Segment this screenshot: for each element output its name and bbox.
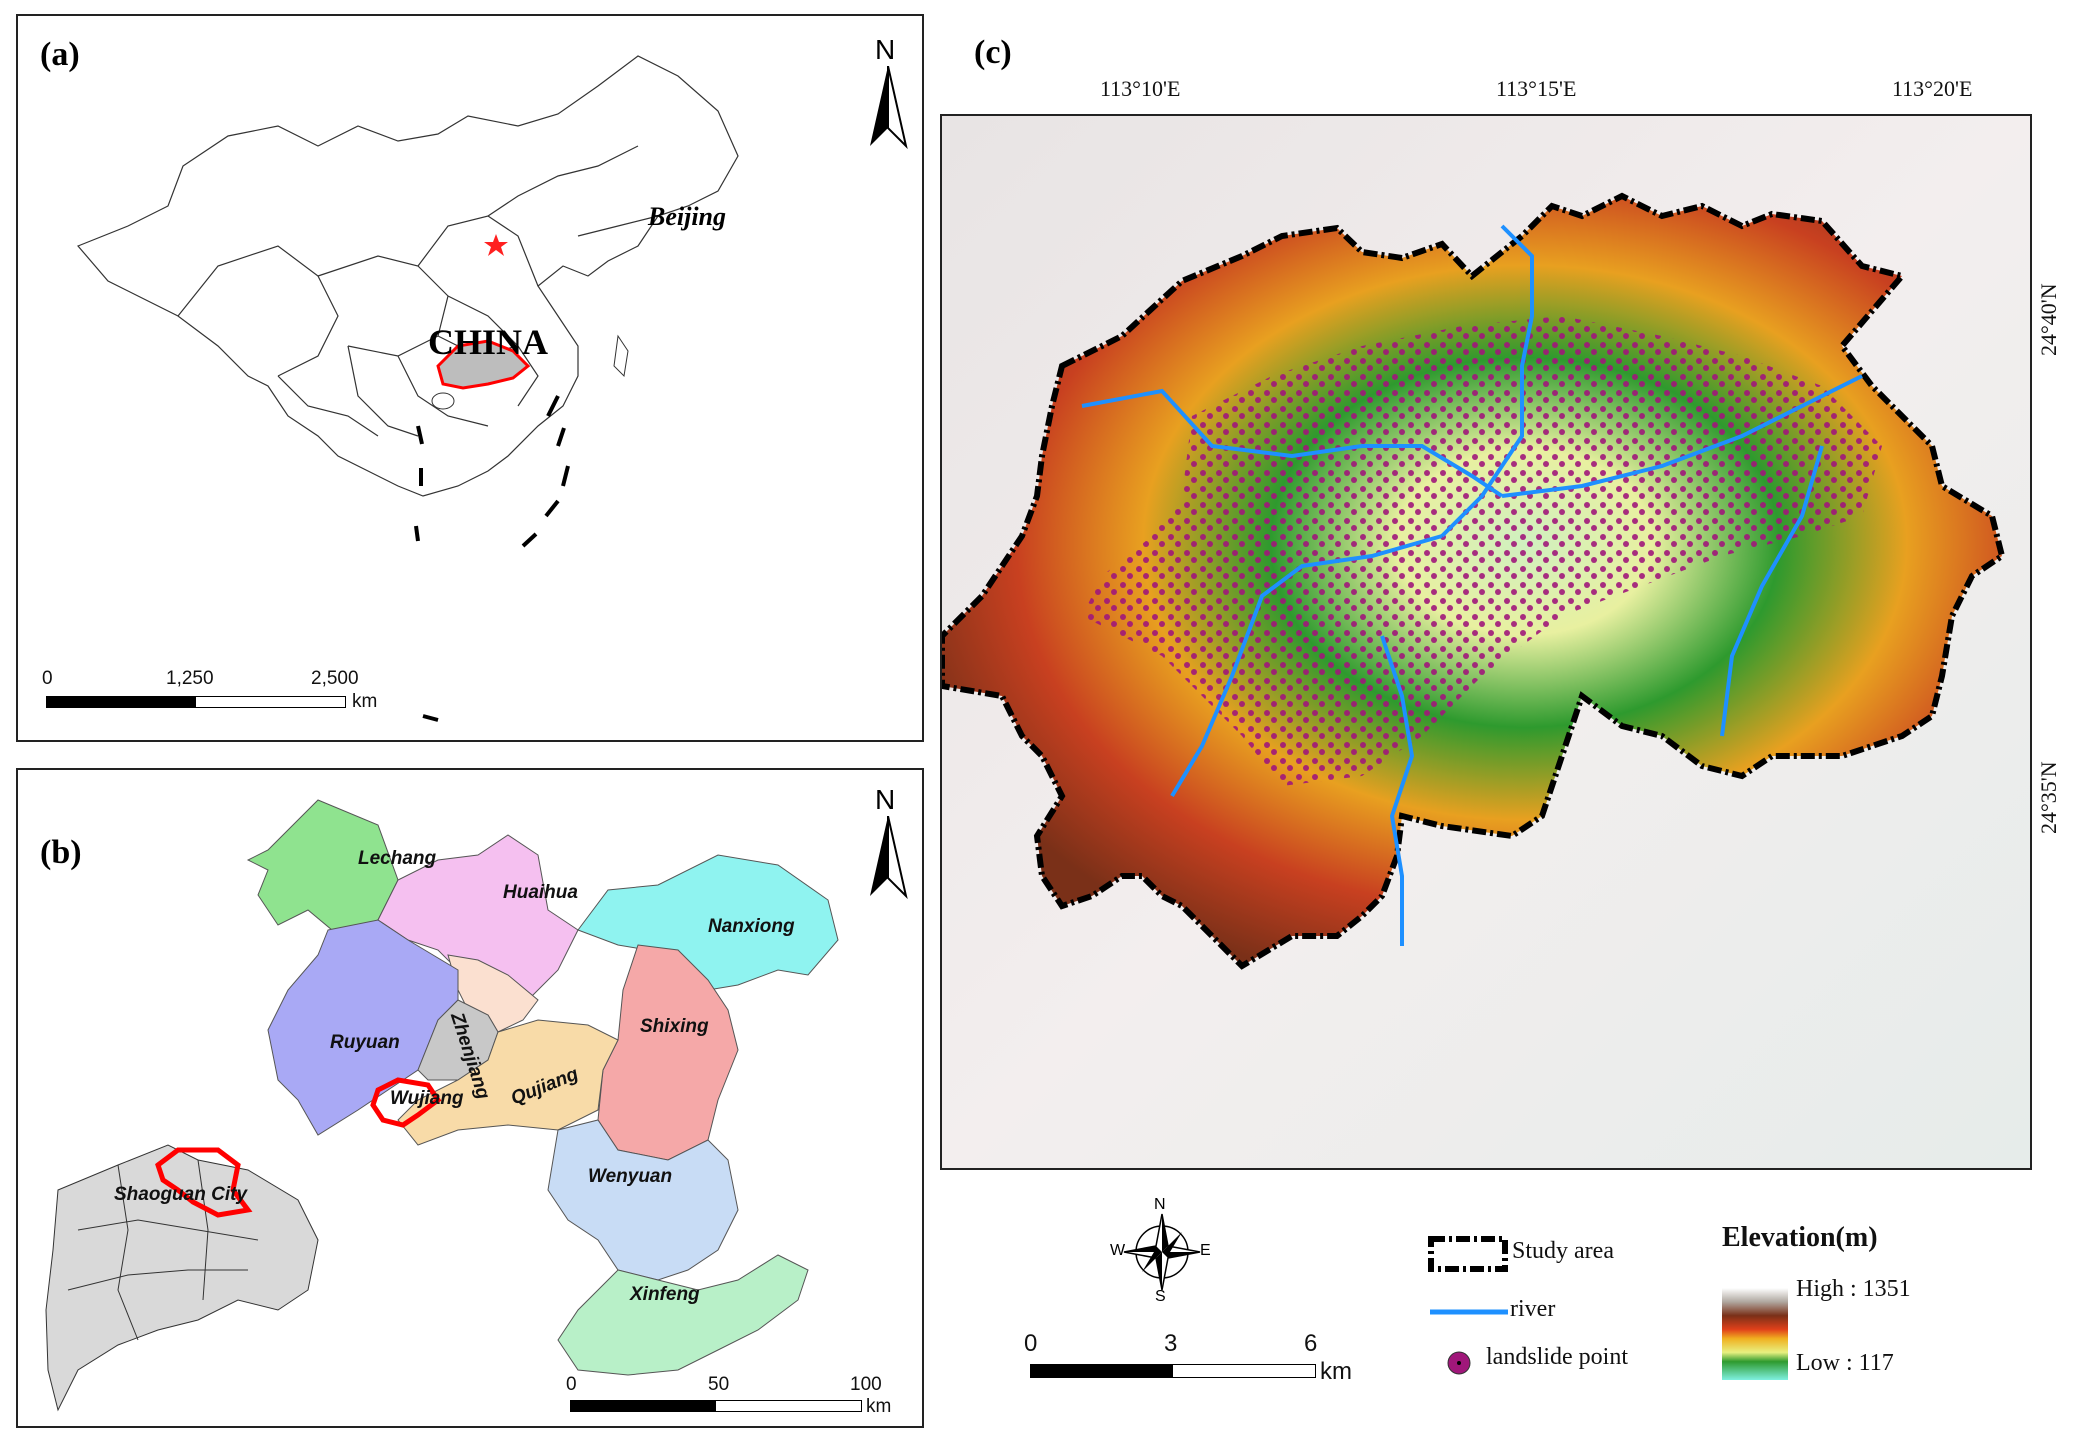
- county-wenyuan: [547, 1119, 739, 1281]
- county-lechang: [246, 799, 399, 936]
- label-lechang: Lechang: [358, 848, 437, 869]
- scale-bar-a: [46, 696, 346, 708]
- river-east: [1501, 374, 1863, 498]
- panel-c-label: (c): [974, 34, 1012, 71]
- legend-elevation-title: Elevation(m): [1722, 1222, 1878, 1253]
- legend-study-area-label: Study area: [1512, 1238, 1614, 1264]
- panel-b-label: (b): [40, 834, 82, 871]
- scale-a-tick-2: 2,500: [311, 668, 359, 689]
- scale-b-tick-2: 100: [850, 1374, 882, 1395]
- label-shaoguan-city: Shaoguan City: [114, 1184, 248, 1205]
- study-area-highlight-b: [370, 1077, 442, 1128]
- legend-study-area-icon: [1428, 1236, 1508, 1272]
- guangdong-highlight: [436, 339, 531, 390]
- north-arrow-a: N: [868, 34, 908, 150]
- legend-landslide-icon: [1447, 1351, 1471, 1375]
- compass-star-icon: [1123, 1213, 1201, 1291]
- legend-elevation-low: Low : 117: [1796, 1350, 1894, 1376]
- scale-b-tick-1: 50: [708, 1374, 730, 1395]
- compass-s: S: [1155, 1288, 1166, 1305]
- legend-landslide-label: landslide point: [1486, 1344, 1628, 1370]
- scale-bar-c: [1030, 1364, 1316, 1378]
- north-label-a: N: [875, 34, 896, 65]
- scale-b-tick-0: 0: [566, 1374, 577, 1395]
- beijing-label: Beijing: [648, 202, 727, 231]
- compass-e: E: [1200, 1242, 1211, 1259]
- panel-a-china-map: (a) N: [16, 14, 924, 742]
- north-arrow-b: N: [868, 784, 908, 900]
- label-ruyuan: Ruyuan: [330, 1032, 400, 1053]
- label-huaihua: Huaihua: [503, 882, 578, 903]
- beijing-star-icon: [484, 234, 508, 256]
- elevation-color-ramp: [1722, 1288, 1788, 1380]
- landslide-points: [1082, 316, 1882, 786]
- river-west: [1081, 388, 1504, 498]
- legend-river-icon: [1430, 1309, 1508, 1315]
- river-southcenter: [1380, 635, 1415, 946]
- shaoguan-county-map: [45, 799, 839, 1412]
- lon-label-3: 113°20'E: [1892, 76, 1973, 101]
- scale-b-unit: km: [866, 1396, 892, 1417]
- river-north: [1440, 224, 1534, 538]
- lon-label-2: 113°15'E: [1496, 76, 1577, 101]
- scale-c-tick-1: 3: [1164, 1330, 1178, 1357]
- compass-w: W: [1110, 1242, 1126, 1259]
- compass-rose: N S W E: [1110, 1196, 1211, 1306]
- compass-n: N: [1154, 1196, 1166, 1213]
- label-wenyuan: Wenyuan: [588, 1166, 673, 1187]
- county-qujiang: [397, 1019, 619, 1146]
- scale-a-unit: km: [352, 691, 378, 712]
- north-label-b: N: [875, 784, 896, 815]
- panel-b-shaoguan-map: (b) N: [16, 768, 924, 1428]
- legend-elevation-high: High : 1351: [1796, 1276, 1911, 1302]
- county-huaihua: [377, 834, 579, 1006]
- county-xinfeng: [557, 1254, 809, 1376]
- label-shixing: Shixing: [640, 1016, 709, 1037]
- panel-c-study-area-map: [940, 114, 2032, 1170]
- scale-c-tick-2: 6: [1304, 1330, 1318, 1357]
- legend-river-label: river: [1510, 1296, 1556, 1322]
- river-south: [1170, 534, 1443, 798]
- lat-label-1: 24°40'N: [2036, 283, 2061, 356]
- label-nanxiong: Nanxiong: [708, 916, 795, 937]
- lat-label-2: 24°35'N: [2036, 761, 2061, 834]
- scale-a-tick-0: 0: [42, 668, 53, 689]
- lon-label-1: 113°10'E: [1100, 76, 1181, 101]
- scale-c-tick-0: 0: [1024, 1330, 1038, 1357]
- panel-a-label: (a): [40, 36, 80, 73]
- china-label: CHINA: [428, 322, 549, 362]
- shaoguan-city-highlight: [155, 1147, 253, 1218]
- scale-c-unit: km: [1320, 1358, 1352, 1385]
- label-wujiang: Wujiang: [390, 1088, 464, 1109]
- scale-a-tick-1: 1,250: [166, 668, 214, 689]
- county-zhenjiang: [447, 954, 539, 1033]
- label-xinfeng: Xinfeng: [630, 1284, 700, 1305]
- scale-bar-b: [570, 1400, 862, 1412]
- river-southeast: [1720, 445, 1824, 737]
- china-map: [76, 55, 739, 722]
